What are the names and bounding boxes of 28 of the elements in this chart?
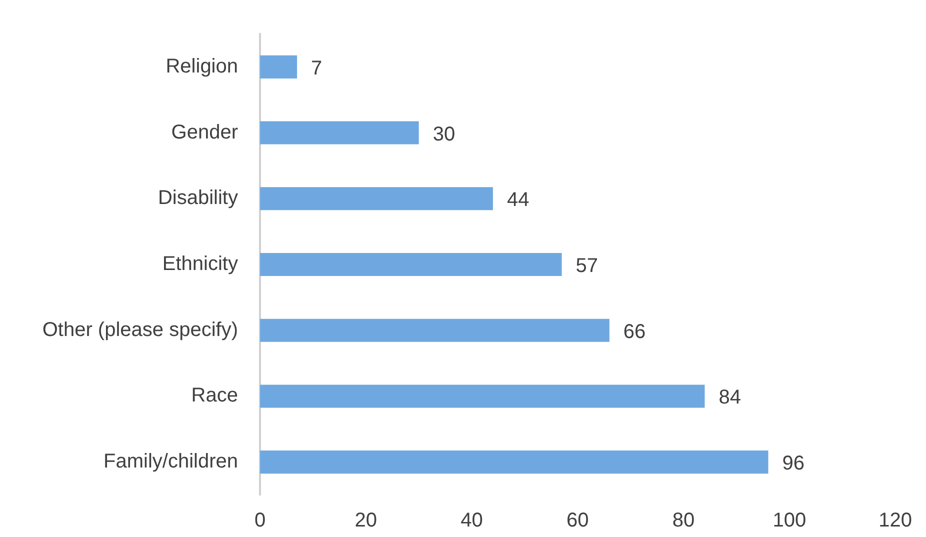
data-label: 30 [432, 123, 456, 146]
bar [260, 121, 419, 144]
data-label: 7 [311, 57, 322, 80]
data-label: 84 [718, 386, 741, 409]
y-tick-label: Gender [171, 121, 238, 144]
x-tick-label: 120 [878, 510, 912, 532]
x-tick-label: 40 [460, 510, 483, 532]
data-label: 57 [576, 255, 598, 278]
bar [260, 450, 768, 474]
y-tick-label: Family/children [104, 450, 238, 473]
data-label: 96 [782, 452, 804, 475]
x-tick-label: 0 [254, 510, 266, 532]
x-tick-label: 100 [772, 510, 806, 532]
bar [260, 384, 705, 408]
y-tick-label: Disability [158, 187, 238, 210]
x-tick-label: 80 [672, 510, 695, 532]
bar [260, 55, 298, 78]
y-tick-label: Other (please specify) [42, 318, 238, 341]
y-tick-label: Ethnicity [162, 253, 238, 276]
x-tick-label: 60 [566, 510, 589, 532]
bar [260, 318, 610, 342]
y-tick-label: Race [191, 384, 238, 407]
bar [260, 252, 562, 276]
data-label: 66 [623, 320, 646, 343]
x-tick-label: 20 [354, 510, 378, 532]
data-label: 44 [506, 189, 530, 212]
y-tick-label: Religion [166, 55, 238, 78]
bar [260, 187, 493, 210]
